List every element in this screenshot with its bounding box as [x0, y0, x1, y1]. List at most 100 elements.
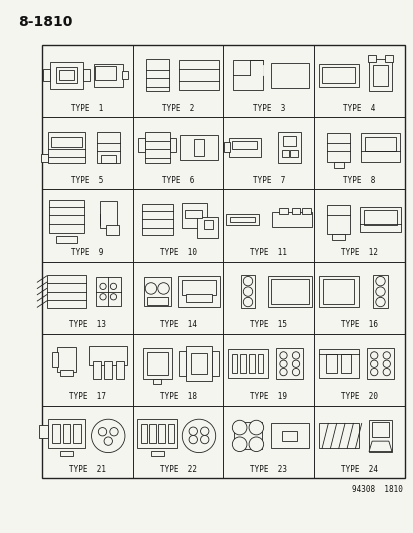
Bar — [143, 277, 171, 306]
Circle shape — [382, 360, 389, 367]
Bar — [43, 69, 50, 82]
Bar — [186, 294, 211, 302]
Bar — [367, 55, 375, 61]
Circle shape — [279, 360, 287, 367]
Circle shape — [91, 419, 125, 453]
Text: TYPE  23: TYPE 23 — [250, 464, 287, 473]
Bar — [327, 133, 349, 162]
Circle shape — [375, 287, 384, 296]
Bar — [332, 234, 344, 240]
Circle shape — [375, 297, 384, 306]
Text: TYPE  7: TYPE 7 — [252, 176, 285, 185]
Bar — [225, 214, 259, 224]
Bar — [366, 348, 393, 379]
Bar — [145, 59, 169, 91]
Bar — [193, 139, 204, 156]
Bar — [384, 55, 392, 61]
Bar — [240, 354, 246, 373]
Bar — [149, 424, 155, 443]
Bar — [231, 354, 237, 373]
Bar — [52, 424, 59, 443]
Circle shape — [292, 368, 299, 376]
Bar — [182, 280, 215, 295]
Bar — [363, 210, 396, 224]
Text: TYPE  14: TYPE 14 — [159, 320, 196, 329]
Circle shape — [189, 435, 197, 444]
Bar — [73, 424, 81, 443]
Bar — [60, 370, 73, 376]
Bar — [147, 297, 167, 305]
Bar — [137, 419, 177, 448]
Circle shape — [145, 282, 157, 294]
Text: TYPE  21: TYPE 21 — [69, 464, 106, 473]
Bar — [372, 64, 387, 85]
Bar — [321, 67, 355, 84]
Bar — [178, 276, 219, 307]
Bar — [371, 422, 388, 437]
Bar — [249, 64, 262, 75]
Text: TYPE  4: TYPE 4 — [343, 103, 375, 112]
Bar — [106, 224, 119, 235]
Circle shape — [279, 368, 287, 376]
Text: TYPE  9: TYPE 9 — [71, 248, 103, 257]
Bar — [368, 420, 391, 451]
Bar — [93, 63, 123, 86]
Text: TYPE  1: TYPE 1 — [71, 103, 103, 112]
Bar — [318, 63, 358, 86]
Bar — [141, 204, 173, 235]
Circle shape — [100, 283, 106, 289]
Bar — [279, 208, 287, 214]
Bar — [283, 136, 295, 146]
Bar — [95, 66, 115, 80]
Bar — [59, 70, 74, 80]
Circle shape — [109, 427, 118, 436]
Bar — [52, 352, 58, 367]
Circle shape — [182, 419, 215, 453]
Bar — [204, 221, 212, 229]
Bar — [234, 422, 261, 449]
Text: TYPE  5: TYPE 5 — [71, 176, 103, 185]
Bar — [182, 203, 207, 228]
Bar — [138, 138, 145, 152]
Bar — [41, 154, 48, 162]
Bar — [327, 205, 349, 234]
Bar — [211, 351, 219, 376]
Bar — [318, 276, 358, 307]
Circle shape — [292, 352, 299, 359]
Bar — [63, 424, 70, 443]
Bar — [257, 354, 263, 373]
Bar — [49, 199, 84, 233]
Bar — [360, 133, 399, 162]
Circle shape — [249, 437, 263, 451]
Bar — [270, 423, 308, 448]
Circle shape — [110, 294, 116, 300]
Bar — [291, 208, 299, 214]
Text: TYPE  12: TYPE 12 — [340, 248, 377, 257]
Bar — [158, 424, 164, 443]
Bar — [185, 210, 202, 219]
Bar — [60, 451, 73, 456]
Text: TYPE  8: TYPE 8 — [343, 176, 375, 185]
Bar — [140, 424, 147, 443]
Bar — [47, 132, 85, 163]
Bar — [275, 348, 303, 379]
Bar — [178, 351, 185, 376]
Circle shape — [249, 420, 263, 435]
Bar — [271, 212, 311, 227]
Bar — [282, 431, 297, 441]
Circle shape — [375, 277, 384, 286]
Bar — [229, 138, 260, 157]
Circle shape — [200, 427, 209, 435]
Bar — [47, 419, 85, 448]
Circle shape — [200, 435, 209, 444]
Bar — [122, 71, 127, 79]
Bar — [83, 69, 90, 82]
Text: TYPE  2: TYPE 2 — [161, 103, 194, 112]
Bar — [270, 279, 308, 304]
Text: 94308  1810: 94308 1810 — [351, 486, 402, 495]
Bar — [167, 424, 173, 443]
Bar — [142, 348, 171, 379]
Bar — [50, 61, 83, 88]
Bar — [51, 137, 82, 147]
Text: TYPE  13: TYPE 13 — [69, 320, 106, 329]
